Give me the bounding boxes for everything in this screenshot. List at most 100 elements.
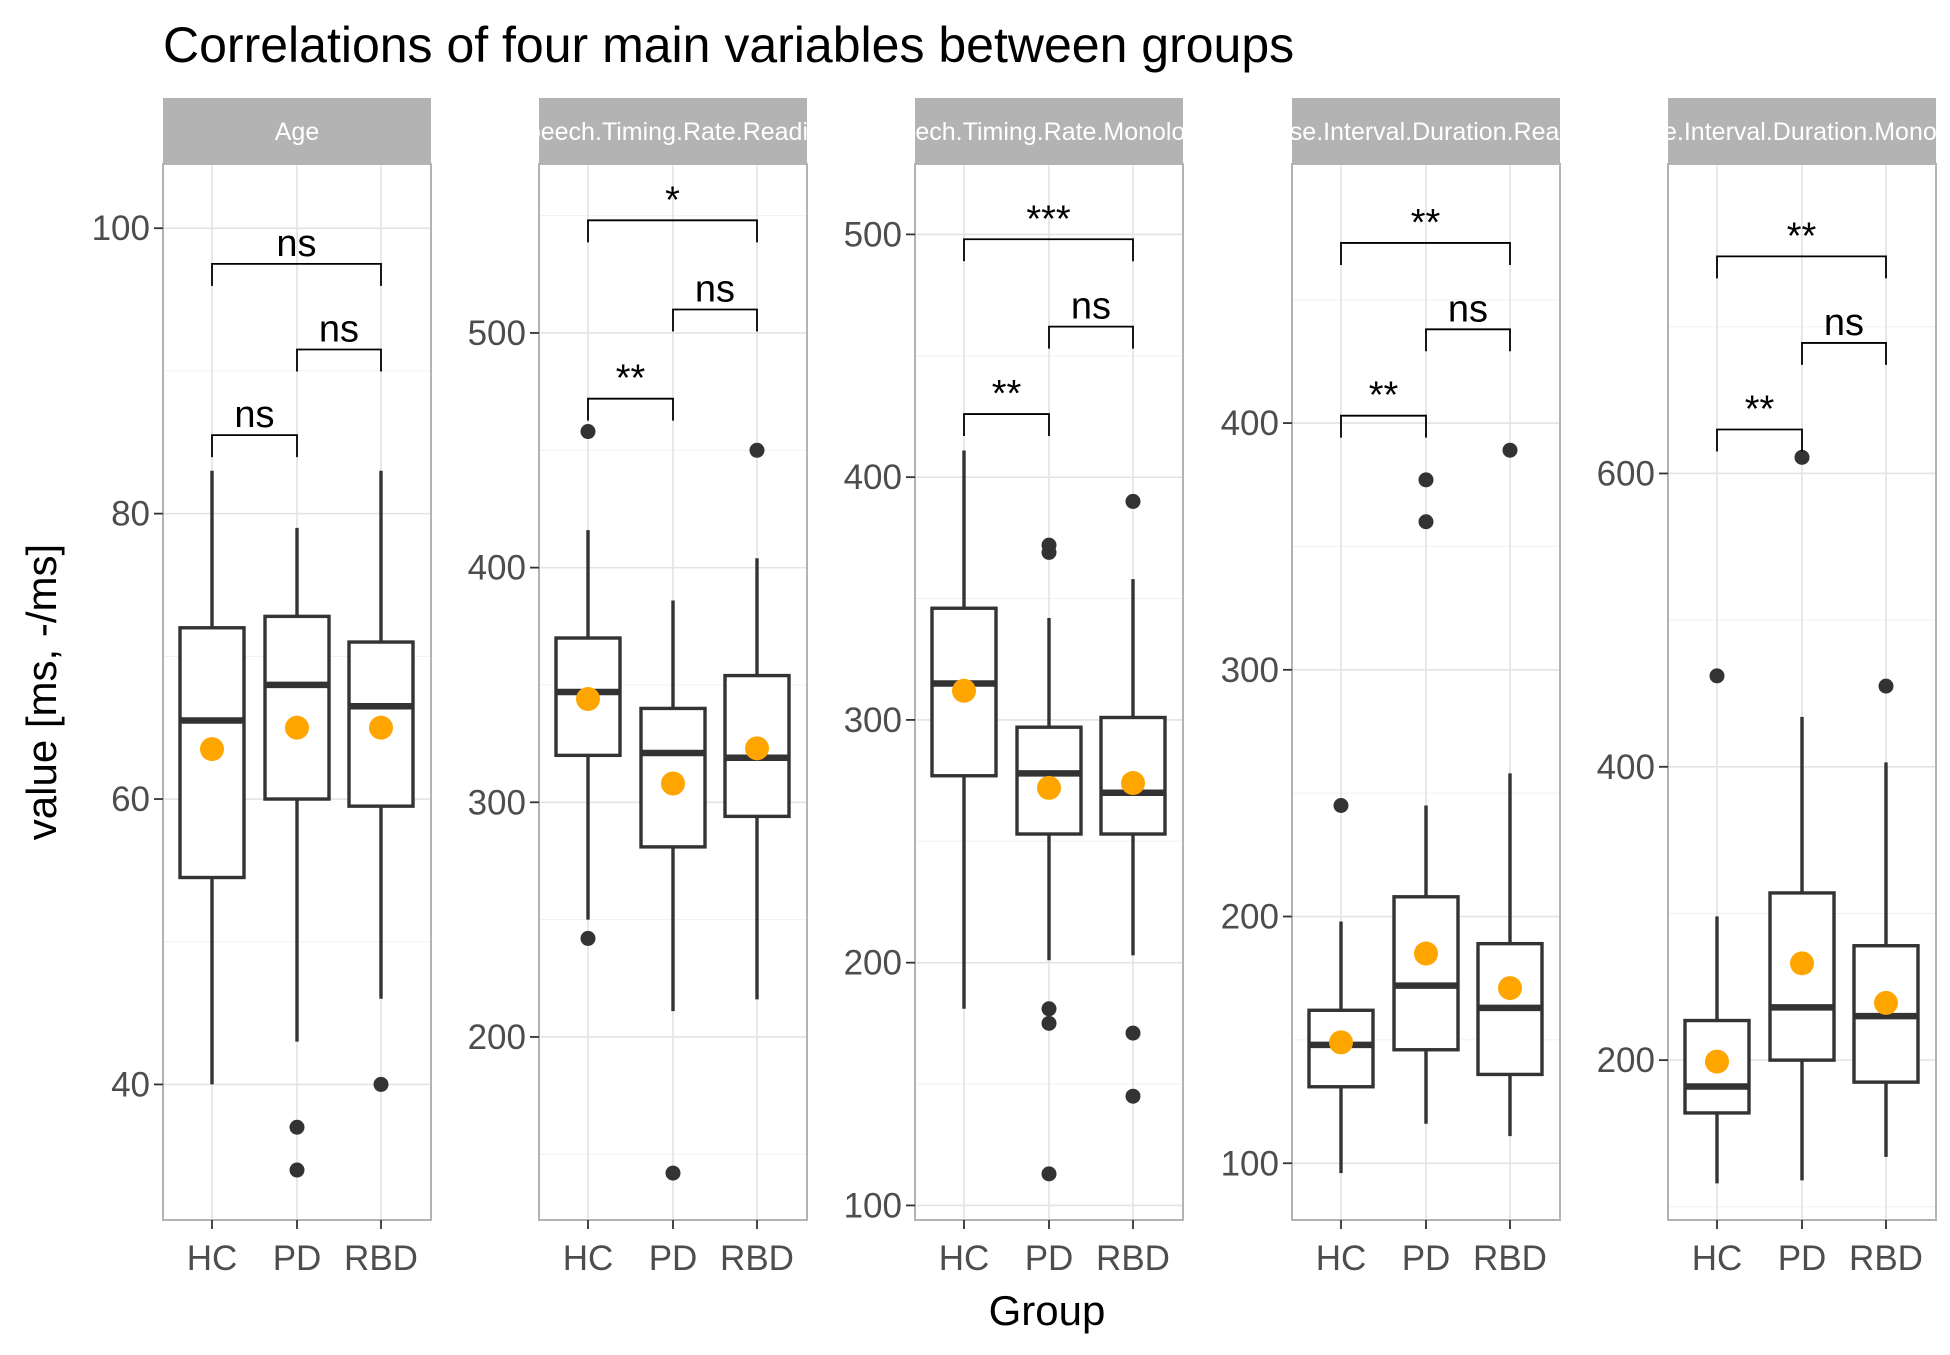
x-tick-label: HC bbox=[939, 1239, 990, 1278]
x-tick-label: HC bbox=[563, 1239, 614, 1278]
outlier-point bbox=[289, 1119, 305, 1135]
outlier-point bbox=[1418, 514, 1434, 530]
significance-bracket: ns bbox=[296, 309, 382, 372]
significance-bracket: ** bbox=[1716, 388, 1803, 452]
x-tick-label: RBD bbox=[1096, 1239, 1170, 1278]
x-tick-label: HC bbox=[1316, 1239, 1367, 1278]
x-tick-label: PD bbox=[273, 1239, 322, 1278]
x-tick-label: PD bbox=[1025, 1239, 1074, 1278]
facet-panel: Pause.Interval.Duration.Reading ** ns ** 100… bbox=[1221, 98, 1561, 1278]
bracket-line bbox=[1425, 328, 1511, 352]
outlier-point bbox=[1041, 1166, 1057, 1182]
x-tick-label: RBD bbox=[1473, 1239, 1547, 1278]
mean-point bbox=[1498, 976, 1522, 1001]
facet-strip bbox=[539, 98, 807, 164]
significance-bracket: ** bbox=[587, 358, 674, 421]
box-rbd bbox=[723, 442, 791, 1000]
bracket-line bbox=[672, 308, 758, 332]
mean-point bbox=[1705, 1049, 1729, 1074]
mean-point bbox=[369, 715, 393, 740]
outlier-point bbox=[1878, 678, 1894, 694]
outlier-point bbox=[1794, 449, 1810, 465]
significance-label: ns bbox=[1071, 286, 1111, 328]
x-tick-label: PD bbox=[1778, 1239, 1827, 1278]
significance-label: ns bbox=[695, 268, 735, 310]
facet-strip-label: Pause.Interval.Duration.Monologue bbox=[1606, 118, 1950, 146]
y-tick-label: 600 bbox=[1597, 454, 1655, 493]
facet-panel: Age ns ns ns 40 60 80 100 HC PD RBD bbox=[92, 98, 432, 1278]
box-rbd bbox=[1852, 678, 1920, 1157]
outlier-point bbox=[1125, 1088, 1141, 1104]
x-axis-title: Group bbox=[989, 1287, 1106, 1334]
significance-label: ** bbox=[1369, 375, 1399, 417]
significance-label: ns bbox=[1448, 288, 1488, 330]
iqr-box bbox=[263, 614, 331, 801]
significance-label: ** bbox=[616, 358, 646, 400]
significance-bracket: ** bbox=[1340, 202, 1511, 265]
significance-label: ** bbox=[1745, 388, 1775, 430]
y-tick-label: 200 bbox=[844, 944, 902, 983]
significance-bracket: ** bbox=[963, 373, 1050, 437]
box-hc bbox=[1307, 797, 1375, 1174]
y-tick-label: 200 bbox=[1597, 1041, 1655, 1080]
y-tick-label: 500 bbox=[468, 314, 526, 353]
facet-strip-label: Speech.Timing.Rate.Monologue bbox=[871, 118, 1227, 146]
box-pd bbox=[639, 600, 707, 1181]
iqr-box bbox=[1392, 895, 1460, 1052]
y-axis-title: value [ms, -/ms] bbox=[18, 544, 65, 840]
significance-bracket: ns bbox=[1425, 288, 1511, 352]
significance-label: ** bbox=[1411, 202, 1441, 244]
mean-point bbox=[576, 687, 600, 712]
outlier-point bbox=[289, 1162, 305, 1178]
significance-label: ns bbox=[234, 394, 274, 436]
y-tick-label: 80 bbox=[111, 495, 150, 534]
box-pd bbox=[1392, 472, 1460, 1124]
y-tick-label: 300 bbox=[468, 783, 526, 822]
facet-strip bbox=[163, 98, 431, 164]
x-tick-label: HC bbox=[187, 1239, 238, 1278]
mean-point bbox=[285, 715, 309, 740]
facet-strip-label: Age bbox=[275, 118, 319, 146]
mean-point bbox=[1874, 990, 1898, 1015]
outlier-point bbox=[1502, 442, 1518, 458]
outlier-point bbox=[580, 424, 596, 440]
significance-bracket: ** bbox=[1340, 375, 1427, 438]
significance-bracket: * bbox=[587, 179, 758, 243]
facet-strip bbox=[1668, 98, 1936, 164]
outlier-point bbox=[1041, 1015, 1057, 1031]
y-tick-label: 400 bbox=[1221, 404, 1279, 443]
significance-label: ns bbox=[1824, 302, 1864, 344]
facet-strip bbox=[1292, 98, 1560, 164]
mean-point bbox=[952, 678, 976, 703]
mean-point bbox=[661, 771, 685, 796]
y-tick-label: 200 bbox=[1221, 898, 1279, 937]
outlier-point bbox=[1709, 668, 1725, 684]
box-pd bbox=[263, 527, 331, 1178]
bracket-line bbox=[296, 348, 382, 372]
box-rbd bbox=[1476, 442, 1544, 1137]
facet-panel: Speech.Timing.Rate.Monologue ** ns *** 100 20… bbox=[844, 98, 1227, 1278]
outlier-point bbox=[373, 1076, 389, 1092]
bracket-line bbox=[1716, 255, 1887, 279]
y-tick-label: 400 bbox=[468, 549, 526, 588]
bracket-line bbox=[1340, 242, 1511, 265]
significance-bracket: ** bbox=[1716, 215, 1887, 279]
mean-point bbox=[1329, 1030, 1353, 1055]
box-rbd bbox=[1099, 493, 1167, 1104]
bracket-line bbox=[587, 219, 758, 243]
significance-bracket: ns bbox=[1801, 302, 1887, 365]
facet-strip bbox=[915, 98, 1183, 164]
box-hc bbox=[1683, 668, 1751, 1184]
outlier-point bbox=[665, 1165, 681, 1181]
iqr-box bbox=[1768, 891, 1836, 1062]
bracket-line bbox=[1716, 428, 1803, 452]
mean-point bbox=[1037, 775, 1061, 800]
box-hc bbox=[178, 470, 246, 1085]
outlier-point bbox=[1041, 544, 1057, 560]
x-tick-label: RBD bbox=[720, 1239, 794, 1278]
facet-strip-label: Speech.Timing.Rate.Reading bbox=[510, 118, 836, 146]
significance-bracket: *** bbox=[963, 198, 1134, 262]
